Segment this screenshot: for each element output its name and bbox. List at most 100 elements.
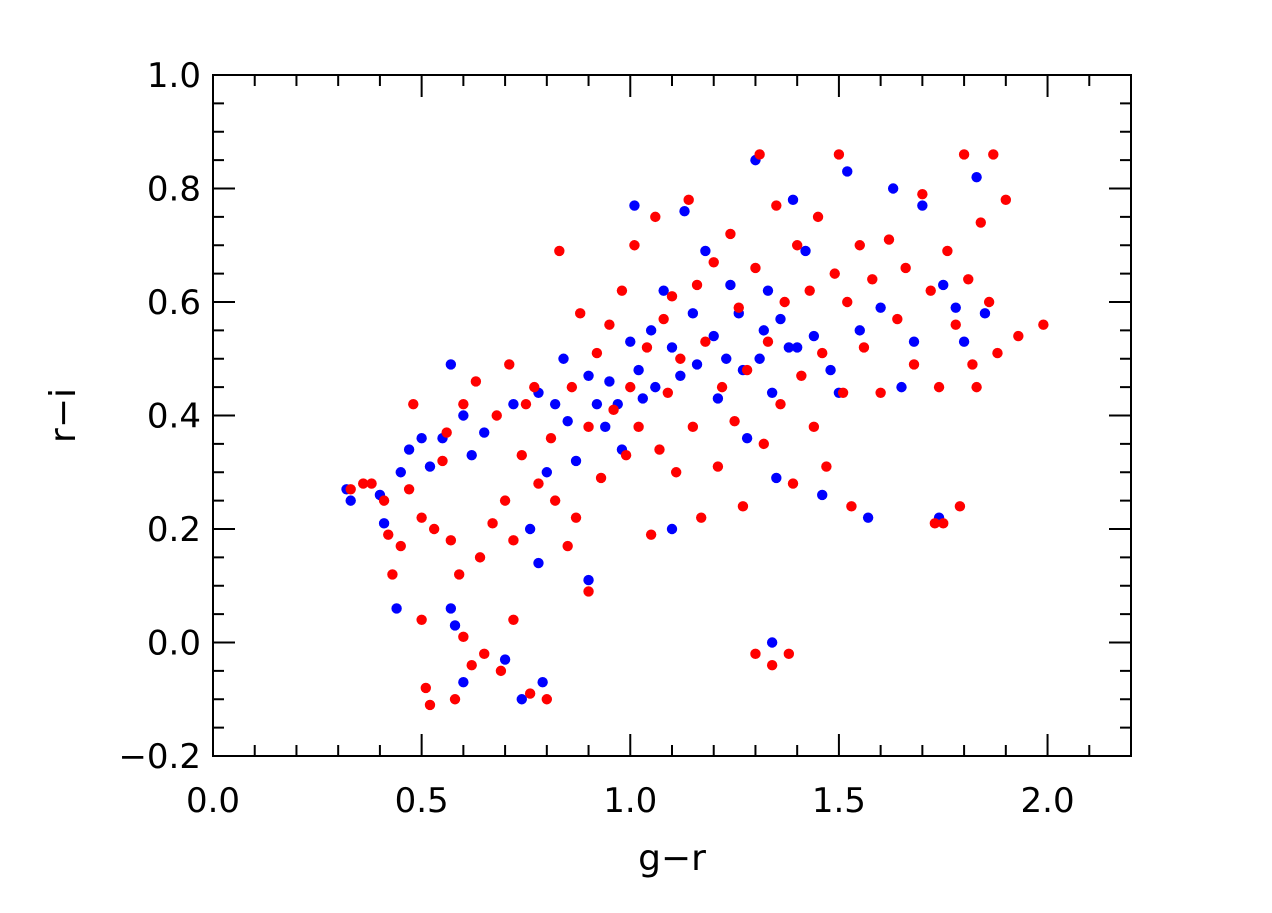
x-tick-label: 1.0	[603, 781, 657, 821]
y-tick-label: 0.2	[147, 510, 201, 550]
y-tick-label: 1.0	[147, 56, 201, 96]
scatter-point	[942, 245, 953, 257]
scatter-point	[549, 398, 561, 410]
scatter-point	[428, 523, 440, 535]
scatter-point	[700, 245, 711, 257]
scatter-point	[562, 415, 573, 427]
scatter-point	[387, 569, 398, 580]
scatter-point	[658, 285, 669, 296]
scatter-point	[754, 353, 765, 364]
scatter-point	[908, 359, 920, 370]
scatter-point	[345, 484, 356, 495]
scatter-point	[529, 381, 540, 393]
scatter-point	[662, 387, 674, 398]
scatter-point	[449, 694, 461, 705]
scatter-point	[858, 342, 870, 353]
scatter-point	[650, 211, 661, 223]
scatter-point	[383, 529, 394, 540]
scatter-point	[938, 279, 949, 291]
scatter-point	[691, 279, 703, 291]
scatter-point	[575, 308, 586, 319]
scatter-point	[499, 654, 511, 665]
scatter-point	[679, 206, 690, 217]
plot-frame	[212, 74, 1132, 757]
scatter-point	[491, 410, 502, 421]
scatter-point	[741, 364, 753, 376]
scatter-point	[487, 518, 498, 529]
scatter-point	[416, 614, 427, 625]
scatter-point	[508, 614, 519, 625]
scatter-point	[666, 523, 678, 535]
scatter-point	[750, 262, 761, 274]
scatter-point	[466, 660, 477, 671]
scatter-point	[971, 171, 982, 183]
x-tick-label: 1.5	[812, 781, 866, 821]
scatter-point	[583, 574, 594, 586]
scatter-point	[979, 308, 991, 319]
scatter-point	[479, 648, 490, 660]
scatter-point	[533, 478, 544, 489]
scatter-point	[754, 149, 765, 160]
ticks-layer	[212, 74, 1132, 757]
scatter-point	[466, 450, 477, 461]
scatter-point	[499, 495, 511, 506]
scatter-point	[817, 347, 828, 359]
scatter-point	[721, 353, 732, 364]
scatter-point	[595, 472, 607, 484]
scatter-point	[783, 342, 795, 353]
scatter-point	[950, 319, 961, 330]
scatter-point	[604, 376, 615, 387]
scatter-point	[900, 262, 911, 274]
scatter-point	[453, 569, 465, 580]
scatter-point	[625, 336, 636, 347]
x-tick-label: 2.0	[1021, 781, 1075, 821]
scatter-point	[837, 387, 849, 398]
y-axis-title: r−i	[43, 388, 84, 443]
scatter-point	[445, 535, 457, 546]
scatter-point	[883, 234, 895, 245]
scatter-point	[783, 648, 795, 660]
scatter-point	[616, 285, 628, 296]
scatter-point	[675, 353, 686, 364]
scatter-point	[762, 285, 774, 296]
scatter-point	[637, 393, 648, 404]
scatter-point	[683, 194, 694, 206]
scatter-point	[533, 557, 544, 569]
scatter-point	[541, 694, 553, 705]
scatter-point	[629, 200, 640, 211]
scatter-point	[583, 370, 594, 381]
scatter-point	[812, 211, 824, 223]
scatter-point	[654, 444, 665, 455]
scatter-point	[524, 523, 536, 535]
scatter-point	[808, 330, 820, 342]
scatter-point	[445, 603, 457, 614]
scatter-point	[896, 381, 907, 393]
scatter-point	[938, 518, 949, 529]
scatter-point	[716, 381, 728, 393]
scatter-point	[741, 433, 753, 444]
scatter-point	[867, 274, 878, 285]
scatter-point	[458, 410, 469, 421]
scatter-point	[687, 308, 699, 319]
points-layer	[341, 149, 1049, 711]
y-tick-label: 0.0	[147, 624, 201, 664]
scatter-point	[445, 359, 457, 370]
scatter-point	[971, 381, 982, 393]
scatter-point	[696, 512, 707, 523]
scatter-point	[591, 398, 603, 410]
scatter-point	[625, 381, 636, 393]
scatter-point	[917, 188, 928, 200]
y-tick-label: 0.8	[147, 170, 201, 210]
scatter-point	[424, 699, 436, 711]
scatter-point	[516, 450, 527, 461]
scatter-point	[958, 336, 970, 347]
scatter-point	[524, 688, 536, 699]
scatter-point	[604, 319, 615, 330]
scatter-point	[458, 398, 469, 410]
scatter-point	[983, 296, 995, 308]
scatter-point	[633, 421, 644, 433]
scatter-point	[842, 296, 853, 308]
scatter-point	[846, 501, 857, 512]
